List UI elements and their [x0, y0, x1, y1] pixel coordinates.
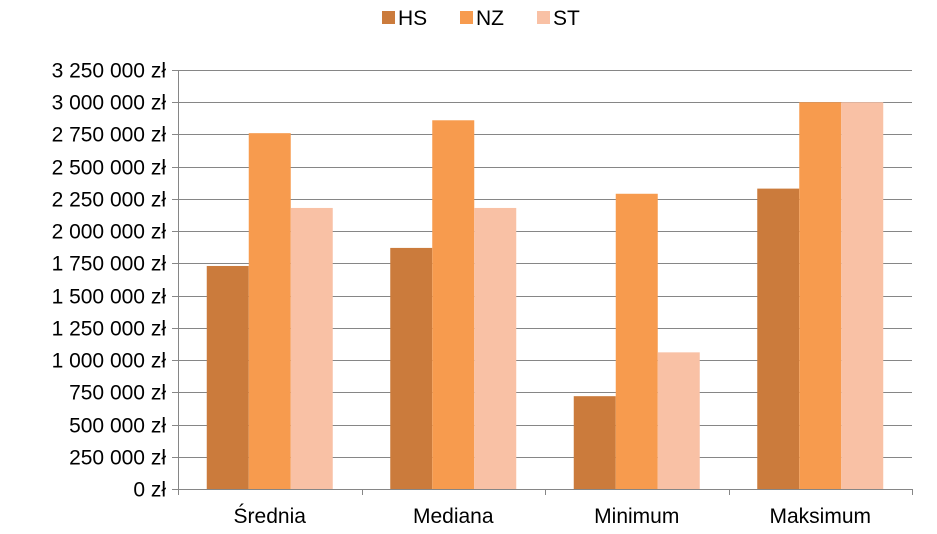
y-tick-label: 1 250 000 zł	[52, 318, 167, 341]
y-tick-label: 750 000 zł	[69, 382, 166, 405]
legend-label-hs: HS	[398, 7, 427, 30]
y-tick-label: 2 250 000 zł	[52, 189, 167, 212]
x-tick-label: Mediana	[413, 505, 494, 528]
bars	[206, 102, 884, 489]
legend-swatch-hs	[382, 11, 395, 24]
y-tick-label: 250 000 zł	[69, 447, 166, 470]
bar-hs	[390, 247, 433, 489]
y-tick-label: 2 000 000 zł	[52, 221, 167, 244]
x-axis-tick-labels: Średnia Mediana Minimum Maksimum	[234, 504, 871, 528]
legend: HS NZ ST	[382, 7, 580, 30]
y-tick-label: 2 500 000 zł	[52, 157, 167, 180]
bar-st	[841, 102, 884, 489]
y-tick-label: 0 zł	[133, 479, 166, 502]
y-tick-label: 1 000 000 zł	[52, 350, 167, 373]
legend-swatch-nz	[460, 11, 473, 24]
axes	[172, 70, 913, 495]
y-tick-label: 2 750 000 zł	[52, 124, 167, 147]
y-tick-label: 1 500 000 zł	[52, 286, 167, 309]
bar-nz	[248, 133, 291, 489]
y-axis-tick-labels: 0 zł 250 000 zł 500 000 zł 750 000 zł 1 000 …	[52, 60, 167, 502]
y-tick-label: 1 750 000 zł	[52, 253, 167, 276]
bar-nz	[615, 193, 658, 489]
bar-nz	[799, 102, 842, 489]
bar-hs	[206, 265, 249, 489]
y-tick-label: 500 000 zł	[69, 415, 166, 438]
bar-nz	[432, 120, 475, 489]
y-tick-label: 3 000 000 zł	[52, 92, 167, 115]
bar-hs	[757, 188, 800, 489]
y-tick-label: 3 250 000 zł	[52, 60, 167, 83]
x-tick-label: Maksimum	[769, 505, 871, 528]
bar-st	[657, 352, 700, 489]
bar-hs	[573, 396, 616, 489]
legend-swatch-st	[537, 11, 550, 24]
legend-label-nz: NZ	[476, 7, 504, 30]
bar-st	[474, 207, 517, 489]
legend-label-st: ST	[553, 7, 580, 30]
x-tick-label: Minimum	[594, 505, 679, 528]
x-tick-label: Średnia	[234, 504, 307, 528]
bar-st	[290, 207, 333, 489]
